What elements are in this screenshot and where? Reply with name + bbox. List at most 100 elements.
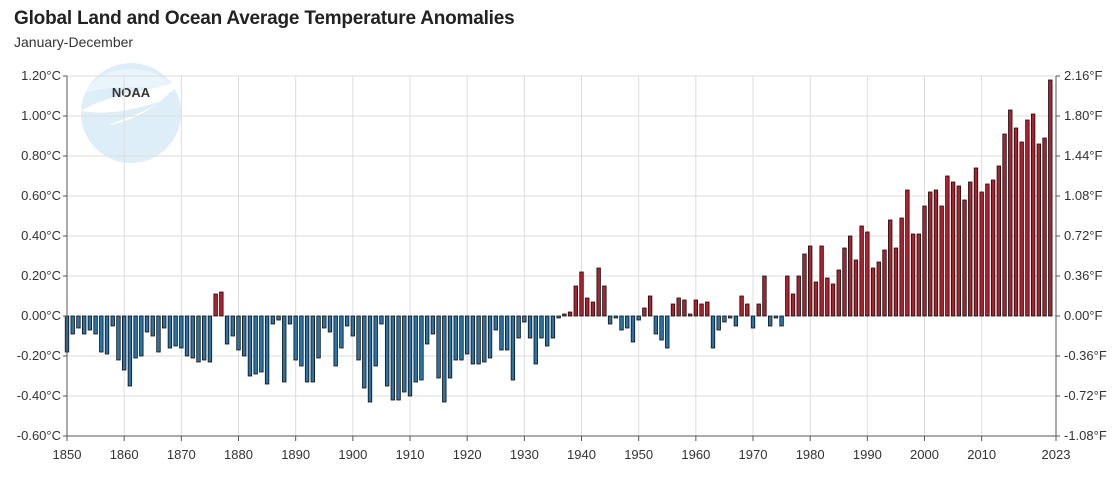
bar-1899 (344, 315, 350, 327)
bar-1982 (819, 245, 824, 317)
bar-1974 (773, 315, 779, 319)
bar-1935 (550, 315, 556, 339)
bar-1885 (264, 315, 270, 385)
bar-1913 (424, 315, 430, 345)
bar-1938 (567, 311, 573, 317)
bar-1890 (293, 315, 298, 361)
bar-1972 (762, 275, 767, 317)
bar-1937 (562, 313, 567, 317)
bar-1980 (808, 245, 813, 317)
bar-1920 (464, 315, 470, 355)
bar-2000 (922, 205, 927, 317)
bar-2003 (939, 205, 944, 317)
bar-1986 (842, 247, 847, 317)
bar-1888 (282, 315, 287, 383)
bar-1879 (230, 315, 235, 337)
bar-1891 (299, 315, 304, 367)
bar-1903 (367, 315, 373, 403)
y-right-tick-label: 2.16°F (1064, 68, 1103, 83)
bar-2009 (973, 167, 979, 317)
bar-1964 (716, 315, 721, 331)
bar-2012 (990, 179, 996, 317)
bar-1925 (493, 315, 498, 331)
chart-title: Global Land and Ocean Average Temperatur… (14, 8, 515, 29)
bar-1987 (848, 235, 853, 317)
bar-2019 (1030, 113, 1036, 317)
bar-1946 (613, 315, 618, 319)
bar-1967 (733, 315, 739, 327)
x-tick-label: 2010 (967, 447, 996, 462)
bar-1970 (750, 315, 756, 329)
bar-1942 (590, 301, 596, 317)
bar-1950 (636, 315, 641, 321)
x-tick-label: 1910 (396, 447, 425, 462)
bar-1928 (510, 315, 516, 381)
bar-1861 (127, 315, 133, 387)
bar-1906 (384, 315, 390, 387)
x-tick-label: 1920 (453, 447, 482, 462)
bar-1977 (790, 293, 796, 317)
bar-1874 (202, 315, 207, 361)
bar-1990 (865, 231, 870, 317)
bar-1871 (184, 315, 190, 357)
bar-1996 (899, 217, 904, 317)
bar-1873 (196, 315, 201, 363)
y-left-tick-label: 0.60°C (21, 188, 61, 203)
noaa-logo-icon: NOAA (81, 63, 181, 163)
bar-1898 (339, 315, 344, 349)
bar-1857 (104, 315, 110, 355)
x-tick-label: 1850 (53, 447, 82, 462)
bar-2017 (1019, 141, 1024, 317)
bar-1998 (910, 233, 916, 317)
bar-1981 (813, 281, 819, 317)
y-left-tick-label: 0.00°C (21, 308, 61, 323)
bar-1921 (470, 315, 476, 365)
x-tick-label: 1860 (110, 447, 139, 462)
y-left-tick-label: 1.00°C (21, 108, 61, 123)
bar-1908 (396, 315, 401, 401)
y-left-tick-label: 0.80°C (21, 148, 61, 163)
bar-1929 (516, 315, 521, 339)
bar-1853 (81, 315, 87, 335)
x-tick-label: 1960 (681, 447, 710, 462)
bar-1875 (207, 315, 213, 363)
bar-2005 (950, 181, 956, 317)
bar-2022 (1048, 79, 1053, 317)
bar-1919 (459, 315, 464, 361)
x-tick-label: 1870 (167, 447, 196, 462)
bar-1911 (413, 315, 418, 383)
bar-1962 (705, 301, 710, 317)
bar-1892 (304, 315, 310, 383)
bar-1869 (173, 315, 178, 347)
bar-1934 (545, 315, 550, 347)
bar-1883 (253, 315, 258, 375)
bar-1984 (830, 283, 836, 317)
bar-1886 (270, 315, 275, 325)
bar-1992 (876, 261, 881, 317)
y-left-tick-label: -0.60°C (17, 428, 61, 443)
bar-1931 (527, 315, 533, 339)
x-tick-label: 1940 (567, 447, 596, 462)
y-right-tick-label: 1.44°F (1064, 148, 1103, 163)
bar-2010 (979, 191, 984, 317)
bar-1940 (579, 271, 584, 317)
bar-1949 (630, 315, 636, 343)
bar-1952 (647, 295, 653, 317)
bar-1862 (133, 315, 138, 359)
y-right-tick-label: 0.72°F (1064, 228, 1103, 243)
y-left-tick-label: 1.20°C (21, 68, 61, 83)
bar-1910 (407, 315, 413, 397)
bar-1994 (888, 219, 893, 317)
bar-1864 (144, 315, 150, 333)
bar-1960 (693, 299, 699, 317)
bar-1881 (242, 315, 247, 357)
bar-1902 (362, 315, 367, 389)
bar-1859 (116, 315, 121, 361)
bar-1856 (99, 315, 104, 353)
bar-1954 (659, 315, 664, 341)
bar-1867 (162, 315, 167, 329)
bar-1991 (870, 267, 876, 317)
bar-1882 (247, 315, 253, 377)
bar-1943 (596, 267, 601, 317)
y-left-tick-label: 0.20°C (21, 268, 61, 283)
